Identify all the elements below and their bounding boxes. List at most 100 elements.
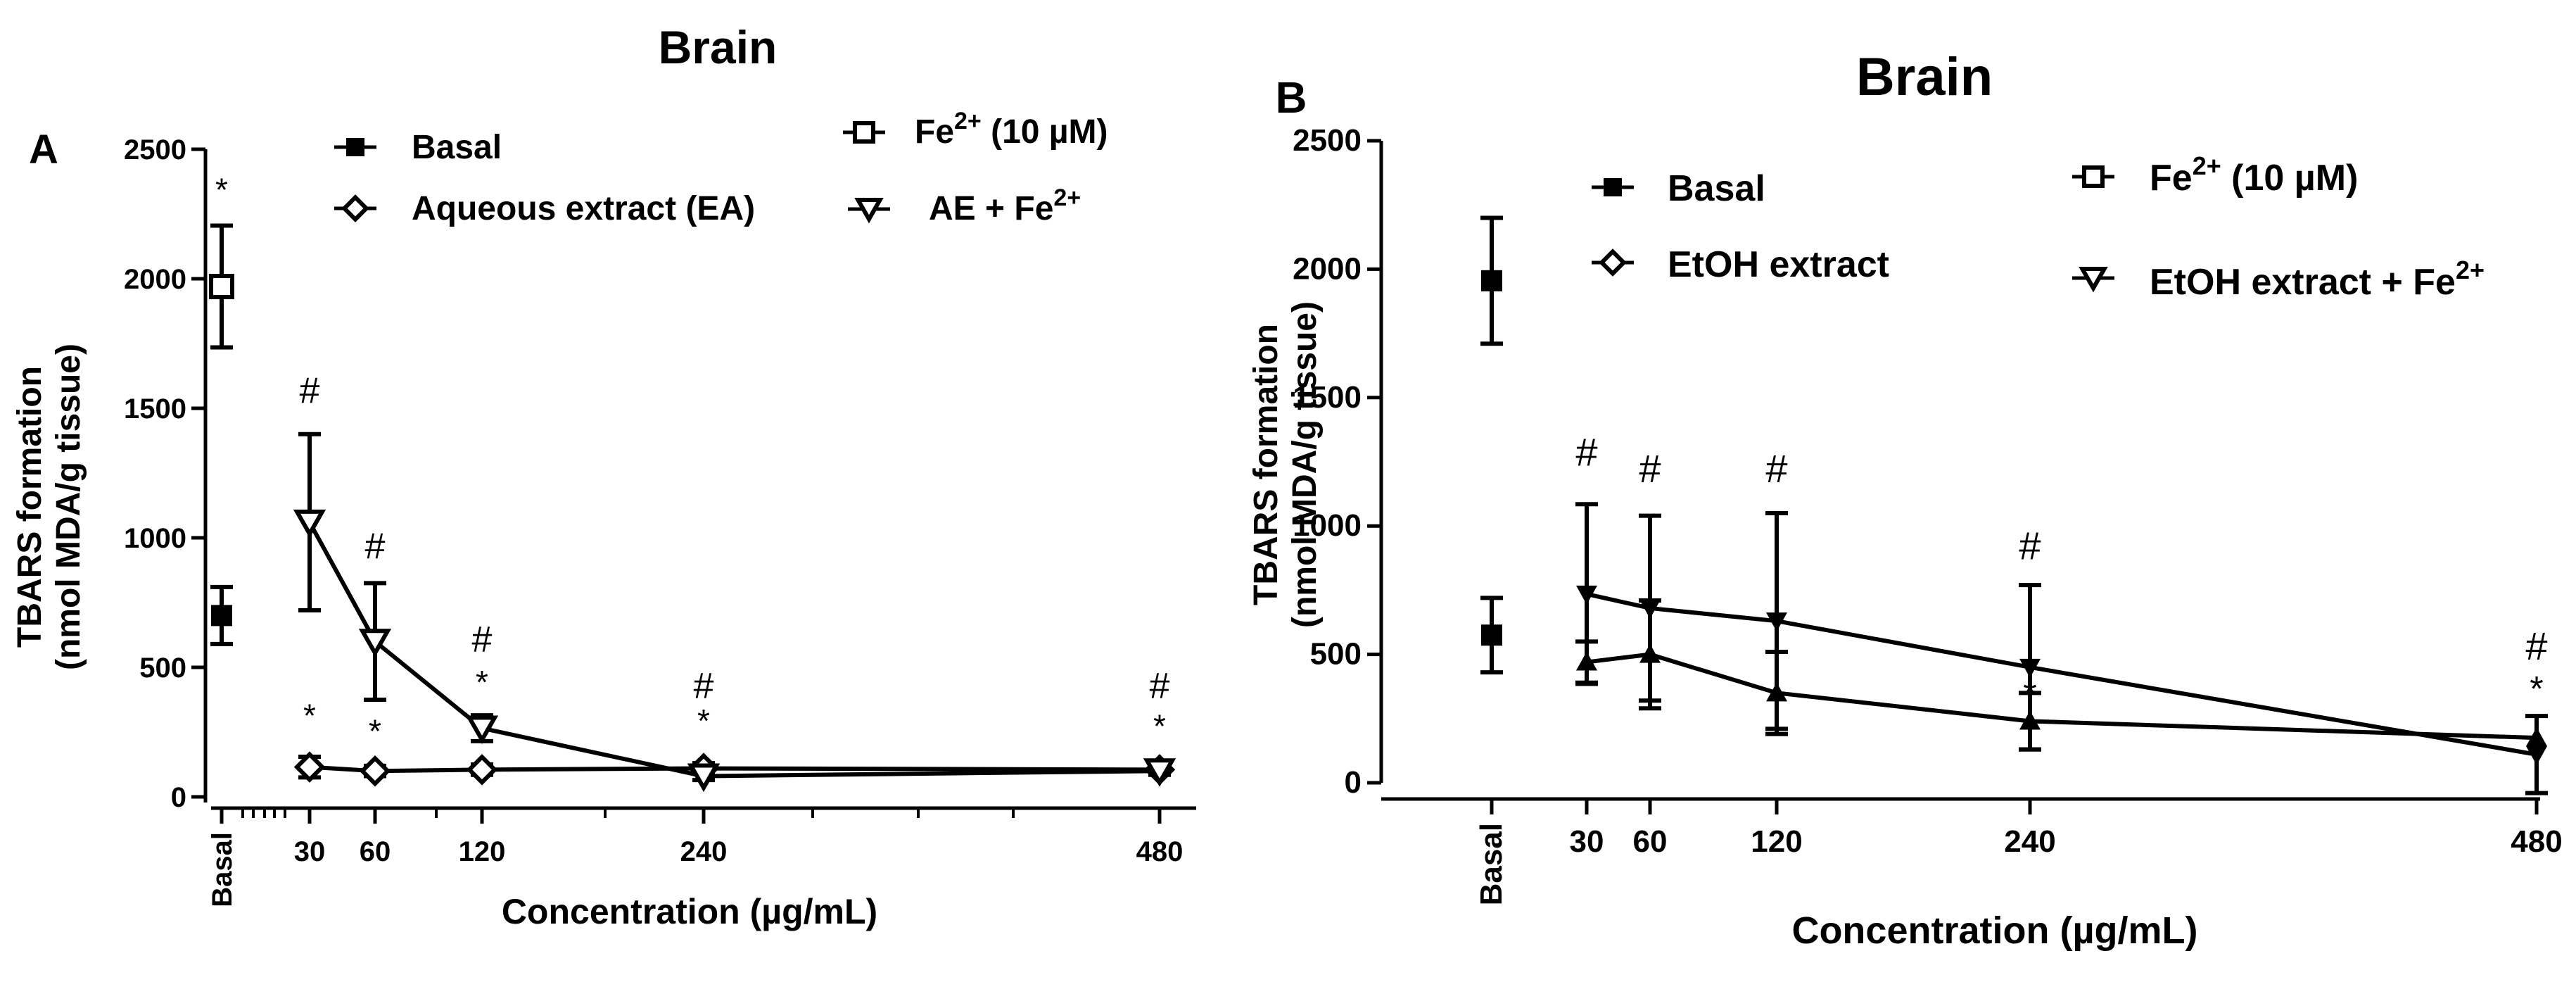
x-tick-label: 60 bbox=[1633, 824, 1668, 859]
y-axis-label-line2: (nmol MDA/g tissue) bbox=[50, 344, 87, 670]
data-point bbox=[358, 629, 392, 657]
data-point bbox=[293, 751, 326, 783]
legend-item-basal: Basal bbox=[334, 129, 502, 166]
x-axis-label: Concentration (µg/mL) bbox=[502, 892, 877, 931]
axes: 0 500 1000 1500 2000 2500 Basal 30 60 120 240 480 bbox=[124, 134, 1196, 907]
legend-text: Basal bbox=[412, 129, 502, 166]
chart-title: Brain bbox=[1856, 47, 1993, 107]
legend-text: EtOH extract + Fe2+ bbox=[2150, 256, 2485, 303]
legend-item-basal: Basal bbox=[1592, 168, 1765, 209]
legend-marker bbox=[843, 121, 885, 144]
y-axis-label-line1: TBARS formation bbox=[11, 366, 49, 648]
x-tick-label: 240 bbox=[2004, 824, 2055, 859]
data-point bbox=[1481, 270, 1502, 291]
data-point bbox=[1576, 585, 1597, 605]
legend-marker-shape bbox=[2082, 165, 2105, 188]
legend-marker-shape bbox=[1599, 248, 1627, 277]
y-tick-label: 0 bbox=[1345, 765, 1362, 800]
legend-text: Fe2+ (10 µM) bbox=[2150, 151, 2358, 199]
data-point bbox=[466, 754, 498, 786]
axes: 0 500 1000 1500 2000 2500 Basal 30 60 120 240 480 bbox=[1293, 123, 2563, 905]
legend-text: EtOH extract bbox=[1668, 244, 1889, 285]
series bbox=[293, 432, 1176, 793]
legend-marker-shape bbox=[854, 198, 884, 224]
legend-item-ae-fe2: AE + Fe2+ bbox=[848, 184, 1081, 227]
series-line bbox=[1586, 591, 2537, 757]
x-tick-label: 480 bbox=[1136, 836, 1184, 867]
legend-item-fe2: Fe2+ (10 µM) bbox=[843, 108, 1108, 151]
significance-mark: * bbox=[2023, 674, 2036, 714]
x-tick-label: 120 bbox=[1751, 824, 1802, 859]
legend-marker-shape bbox=[346, 138, 364, 156]
significance-mark: # bbox=[472, 619, 493, 660]
legend-text: Aqueous extract (EA) bbox=[412, 190, 755, 227]
y-tick-label: 500 bbox=[139, 653, 186, 684]
x-tick-label: 30 bbox=[1570, 824, 1604, 859]
legend-marker bbox=[2072, 165, 2114, 188]
y-tick-label: 0 bbox=[171, 782, 186, 813]
series bbox=[1575, 598, 2547, 752]
x-tick-label: 120 bbox=[459, 836, 506, 867]
series bbox=[1575, 502, 2548, 795]
panel-label: B bbox=[1276, 74, 1307, 122]
significance-mark: # bbox=[1575, 429, 1597, 474]
significance-mark: * bbox=[303, 698, 316, 734]
data-point bbox=[465, 715, 499, 745]
series-line bbox=[1586, 652, 2537, 741]
x-tick-label: Basal bbox=[207, 832, 238, 907]
significance-mark: * bbox=[369, 713, 381, 750]
x-axis-label: Concentration (µg/mL) bbox=[1791, 909, 2197, 952]
data-point bbox=[1639, 599, 1661, 619]
legend-marker-shape bbox=[2079, 267, 2108, 293]
significance-mark: # bbox=[1765, 446, 1787, 491]
y-tick-label: 1500 bbox=[124, 394, 186, 424]
chart-title: Brain bbox=[659, 21, 778, 73]
x-tick-label: 240 bbox=[680, 836, 728, 867]
y-axis-label-line1: TBARS formation bbox=[1248, 324, 1285, 605]
significance-mark: # bbox=[1639, 446, 1661, 491]
data-point bbox=[2526, 745, 2547, 765]
y-tick-label: 2000 bbox=[124, 264, 186, 295]
x-tick-label: 480 bbox=[2511, 824, 2562, 859]
y-tick-label: 2000 bbox=[1293, 251, 1362, 286]
x-tick-label: 60 bbox=[360, 836, 391, 867]
significance-mark: * bbox=[2530, 669, 2543, 708]
legend-item-fe2: Fe2+ (10 µM) bbox=[2072, 151, 2358, 199]
legend-marker bbox=[334, 194, 376, 222]
series bbox=[1480, 215, 1503, 346]
significance-mark: # bbox=[365, 526, 386, 567]
data-point bbox=[1481, 624, 1502, 646]
legend-marker bbox=[848, 198, 890, 224]
legend-item-etoh-extract-fe2: EtOH extract + Fe2+ bbox=[2072, 256, 2485, 303]
data-point bbox=[687, 763, 721, 793]
y-tick-label: 500 bbox=[1310, 637, 1362, 672]
legend: Basal EtOH extract Fe2+ (10 µM) EtOH ext… bbox=[1592, 151, 2485, 303]
significance-mark: # bbox=[2019, 524, 2041, 568]
legend-marker bbox=[2072, 267, 2114, 293]
y-tick-label: 1000 bbox=[1293, 508, 1362, 543]
significance-mark: # bbox=[1150, 666, 1170, 707]
series bbox=[293, 751, 1176, 787]
y-tick-label: 1000 bbox=[124, 523, 186, 554]
significance-mark: # bbox=[300, 371, 320, 412]
y-tick-label: 1500 bbox=[1293, 380, 1362, 415]
legend-marker bbox=[1592, 178, 1634, 196]
significance-mark: * bbox=[1153, 707, 1166, 744]
legend-text: Basal bbox=[1668, 168, 1765, 209]
legend-item-aqueous-extract: Aqueous extract (EA) bbox=[334, 190, 755, 227]
legend-text: AE + Fe2+ bbox=[929, 184, 1081, 227]
legend-item-etoh-extract: EtOH extract bbox=[1592, 244, 1889, 285]
significance-mark: # bbox=[2525, 624, 2547, 668]
x-tick-label: 30 bbox=[294, 836, 326, 867]
panel-a: Brain A TBARS formation (nmol MDA/g tiss… bbox=[11, 21, 1196, 931]
significance-mark: * bbox=[697, 703, 710, 739]
data-point bbox=[1143, 758, 1176, 787]
legend: Basal Aqueous extract (EA) Fe2+ (10 µM) … bbox=[334, 108, 1108, 227]
significance-mark: * bbox=[215, 172, 228, 208]
legend-marker-shape bbox=[341, 194, 369, 222]
data-point bbox=[293, 509, 326, 539]
panel-b: Brain B TBARS formation (nmol MDA/g tiss… bbox=[1248, 47, 2563, 952]
significance-mark: * bbox=[476, 664, 488, 700]
data-point bbox=[359, 755, 391, 787]
